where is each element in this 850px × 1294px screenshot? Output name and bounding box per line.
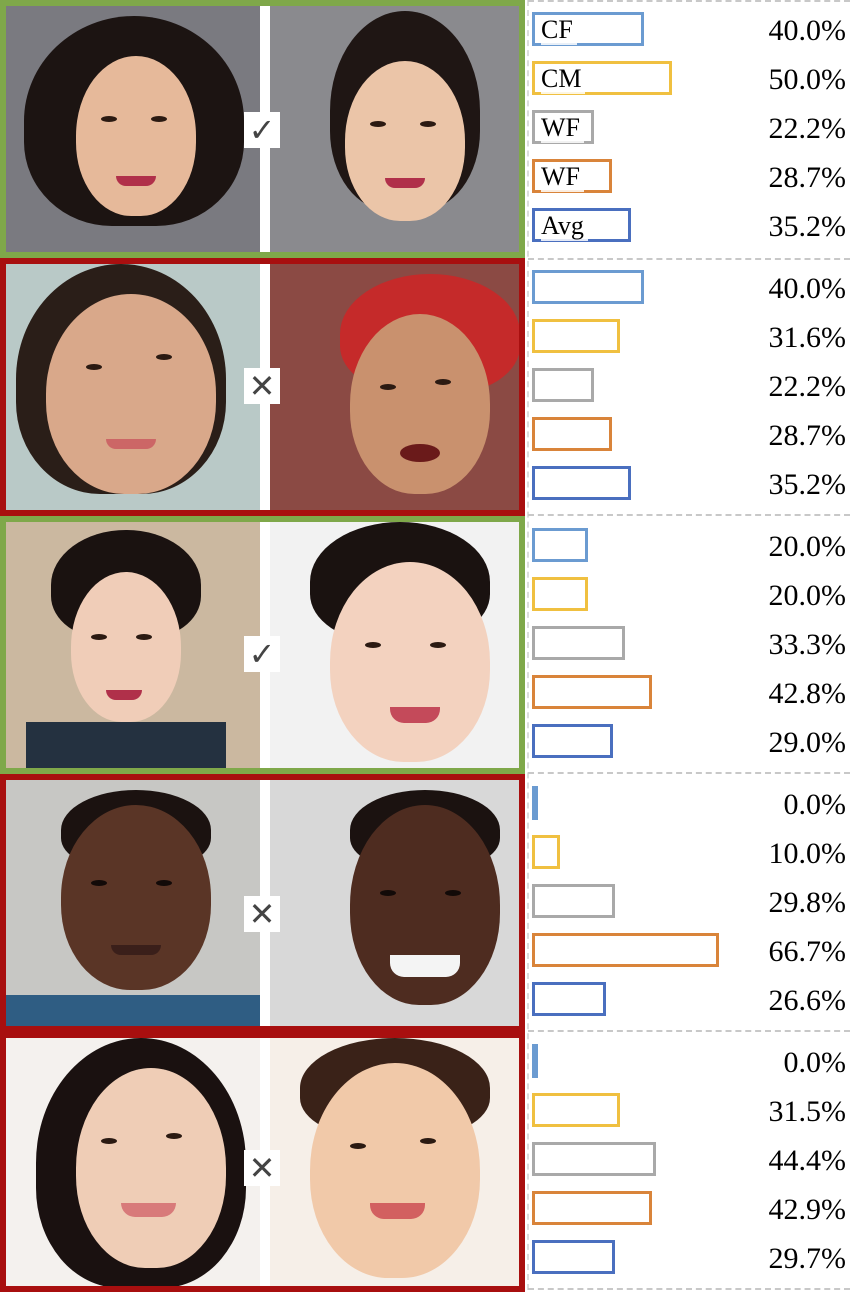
- stat-bar: [532, 1044, 538, 1078]
- stat-value: 66.7%: [768, 935, 847, 968]
- stat-bar: [532, 835, 560, 869]
- cross-icon: ✕: [244, 1150, 280, 1186]
- stat-value: 33.3%: [768, 628, 847, 661]
- stat-bar: WF: [532, 110, 594, 144]
- stat-value: 20.0%: [768, 579, 847, 612]
- stat-label: Avg: [541, 211, 588, 241]
- stat-bar: [532, 786, 538, 820]
- stat-value: 22.2%: [768, 370, 847, 403]
- stat-bar: [532, 1191, 652, 1225]
- stat-bar: [532, 933, 719, 967]
- stat-bar: [532, 1142, 656, 1176]
- stat-value: 42.9%: [768, 1193, 847, 1226]
- face-photo-right: [270, 1038, 519, 1286]
- stat-bar: CM: [532, 61, 672, 95]
- face-pair-1: [0, 0, 525, 258]
- stat-label: WF: [541, 113, 584, 143]
- face-pair-4: [0, 774, 525, 1032]
- cross-icon: ✕: [244, 896, 280, 932]
- stat-label: CM: [541, 64, 586, 94]
- stat-bar: [532, 319, 620, 353]
- check-icon: ✓: [244, 112, 280, 148]
- stat-value: 0.0%: [783, 1046, 847, 1079]
- stat-value: 26.6%: [768, 984, 847, 1017]
- face-photo-left: [6, 780, 260, 1026]
- cross-icon: ✕: [244, 368, 280, 404]
- stat-value: 0.0%: [783, 788, 847, 821]
- stats-block: [528, 258, 850, 516]
- face-photo-right: [270, 6, 519, 252]
- stat-bar: [532, 1093, 620, 1127]
- stat-bar: [532, 884, 615, 918]
- stat-bar: Avg: [532, 208, 631, 242]
- stat-value: 29.8%: [768, 886, 847, 919]
- stat-value: 31.5%: [768, 1095, 847, 1128]
- stat-value: 44.4%: [768, 1144, 847, 1177]
- stat-value: 22.2%: [768, 112, 847, 145]
- stat-value: 35.2%: [768, 468, 847, 501]
- face-photo-right: [270, 264, 519, 510]
- stat-bar: [532, 675, 652, 709]
- stat-bar: [532, 1240, 615, 1274]
- face-photo-right: [270, 522, 519, 768]
- stat-label: WF: [541, 162, 584, 192]
- stat-bar: [532, 368, 594, 402]
- stat-bar: CF: [532, 12, 644, 46]
- stats-block: [528, 0, 850, 260]
- face-photo-left: [6, 1038, 260, 1286]
- face-photo-left: [6, 6, 260, 252]
- stat-value: 20.0%: [768, 530, 847, 563]
- stat-value: 42.8%: [768, 677, 847, 710]
- stats-block: [528, 516, 850, 774]
- stat-bar: [532, 577, 588, 611]
- stat-value: 31.6%: [768, 321, 847, 354]
- stat-value: 29.7%: [768, 1242, 847, 1275]
- stat-value: 10.0%: [768, 837, 847, 870]
- stat-bar: [532, 626, 625, 660]
- stats-column-divider: [527, 0, 529, 1290]
- stat-label: CF: [541, 15, 577, 45]
- stat-bar: [532, 982, 606, 1016]
- stat-value: 40.0%: [768, 272, 847, 305]
- stats-block: [528, 774, 850, 1032]
- face-photo-right: [270, 780, 519, 1026]
- stat-bar: [532, 528, 588, 562]
- face-photo-left: [6, 264, 260, 510]
- stat-value: 35.2%: [768, 210, 847, 243]
- stat-value: 50.0%: [768, 63, 847, 96]
- face-pair-5: [0, 1032, 525, 1292]
- stat-bar: [532, 466, 631, 500]
- stats-block: [528, 1032, 850, 1290]
- check-icon: ✓: [244, 636, 280, 672]
- face-pair-3: [0, 516, 525, 774]
- face-photo-left: [6, 522, 260, 768]
- stat-value: 28.7%: [768, 419, 847, 452]
- stat-value: 40.0%: [768, 14, 847, 47]
- stat-value: 28.7%: [768, 161, 847, 194]
- stat-bar: [532, 270, 644, 304]
- stat-value: 29.0%: [768, 726, 847, 759]
- stat-bar: WF: [532, 159, 612, 193]
- stat-bar: [532, 724, 613, 758]
- stat-bar: [532, 417, 612, 451]
